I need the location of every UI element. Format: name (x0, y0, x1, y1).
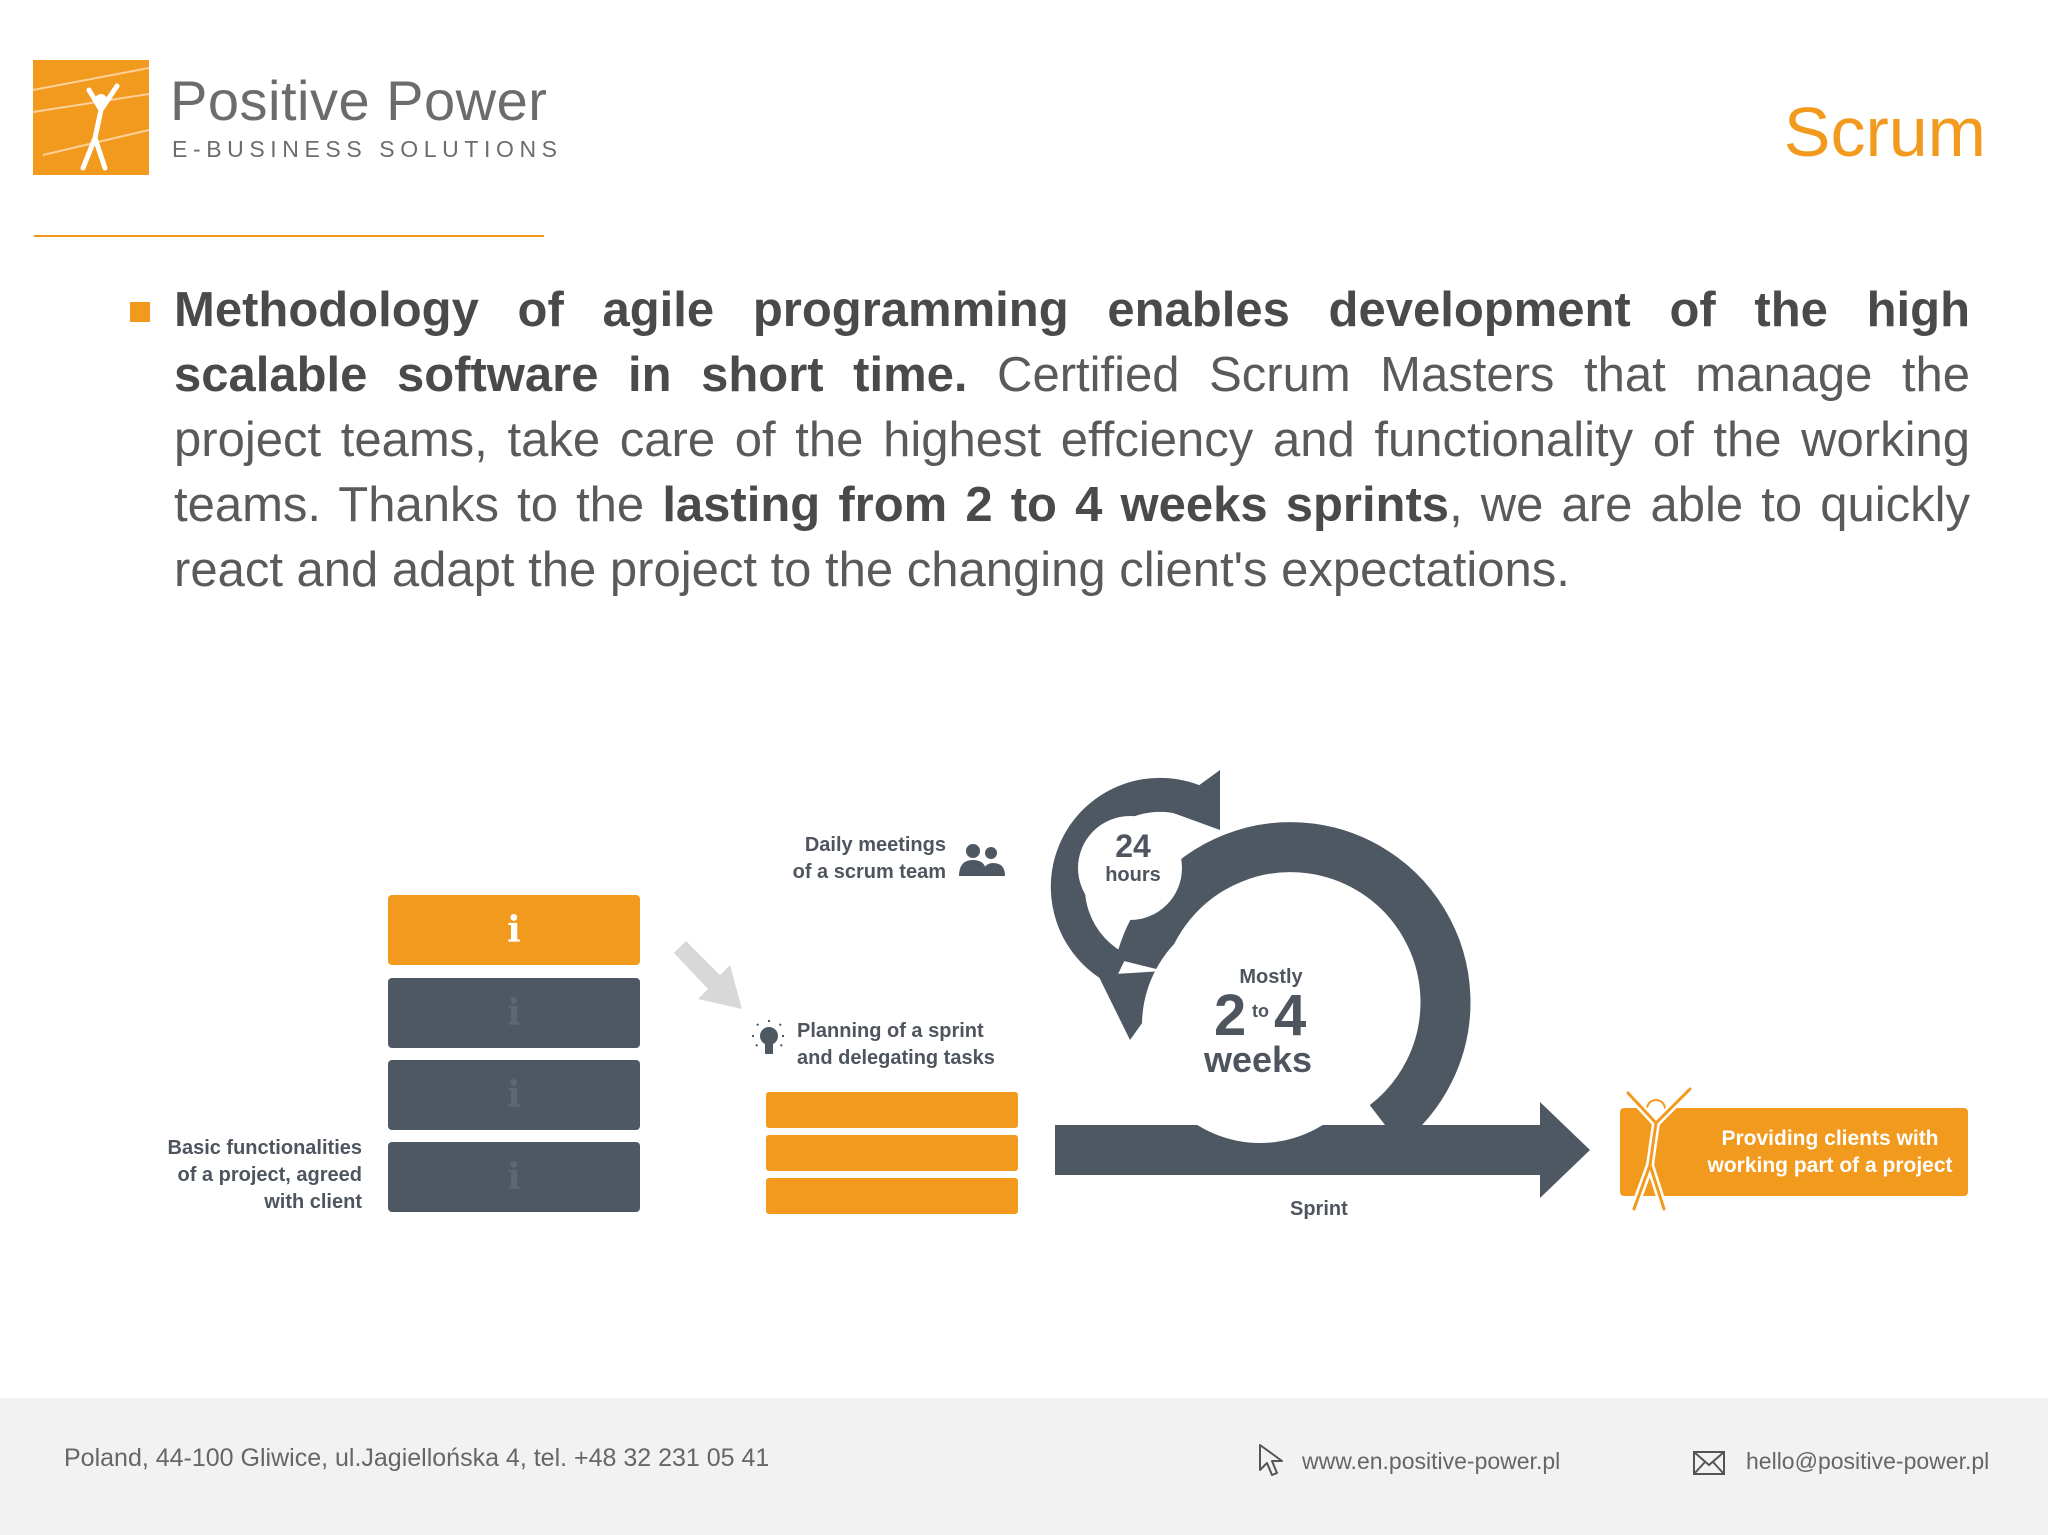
header-divider (34, 235, 544, 237)
planning-label: Planning of a sprint and delegating task… (797, 1018, 995, 1072)
info-icon: i (507, 992, 521, 1034)
bullet-marker (130, 302, 150, 322)
sprint-task-bar (766, 1135, 1018, 1171)
body-text-tail: , we are able to quickly react and adapt… (174, 478, 1971, 597)
body-paragraph: Methodology of agile programming enables… (174, 278, 1970, 603)
delivery-label: Providing clients with working part of a… (1700, 1125, 1960, 1179)
arrow-down-right-icon (674, 941, 742, 1009)
lightbulb-icon (752, 1020, 786, 1054)
sprint-cycle-graphic (1050, 770, 1590, 1198)
daily-label-line: of a scrum team (792, 861, 946, 883)
planning-label-line: Planning of a sprint (797, 1020, 984, 1042)
delivery-label-line: working part of a project (1707, 1154, 1953, 1177)
sprint-max-weeks: 4 (1274, 983, 1307, 1048)
backlog-label: Basic functionalities of a project, agre… (140, 1135, 363, 1216)
brand-tagline: E-BUSINESS SOLUTIONS (172, 136, 563, 162)
delivery-label-line: Providing clients with (1721, 1127, 1939, 1150)
sprint-to-word: to (1252, 1001, 1269, 1021)
footer-address: Poland, 44-100 Gliwice, ul.Jagiellońska … (64, 1444, 770, 1472)
backlog-label-line: Basic functionalities (167, 1137, 363, 1159)
info-icon: i (507, 1156, 521, 1198)
backlog-item: i (388, 1060, 640, 1130)
delivery-box (1620, 1108, 1968, 1196)
brand-name: Positive Power (170, 69, 548, 132)
sprint-task-bar (766, 1092, 1018, 1128)
info-icon: i (507, 1074, 521, 1116)
info-icon: i (507, 909, 521, 951)
backlog-label-line: with client (264, 1191, 362, 1213)
body-text-run: Certified Scrum Masters that manage the … (174, 348, 1970, 532)
sprint-mostly-label: Mostly (1239, 966, 1303, 988)
cursor-icon (1259, 1444, 1283, 1476)
slide-title: Scrum (1783, 93, 1986, 171)
person-figure-icon (1624, 1085, 1694, 1213)
footer-email-link[interactable]: hello@positive-power.pl (1746, 1448, 1990, 1474)
daily-cycle-number: 24 (1115, 828, 1151, 864)
backlog-item: i (388, 978, 640, 1048)
planning-label-line: and delegating tasks (797, 1047, 995, 1069)
body-bold-sprints: lasting from 2 to 4 weeks sprints (662, 478, 1450, 532)
backlog-item-highlighted: i (388, 895, 640, 965)
sprint-task-bar (766, 1178, 1018, 1214)
sprint-label: Sprint (1290, 1198, 1348, 1220)
daily-label-line: Daily meetings (804, 834, 946, 856)
backlog-label-line: of a project, agreed (177, 1164, 363, 1186)
daily-cycle-unit: hours (1105, 864, 1161, 886)
sprint-weeks-unit: weeks (1203, 1039, 1313, 1080)
footer-bar (0, 1398, 2048, 1535)
people-icon (959, 844, 1005, 876)
daily-meetings-label: Daily meetings of a scrum team (770, 832, 946, 886)
sprint-min-weeks: 2 (1214, 983, 1247, 1048)
envelope-icon (1693, 1451, 1725, 1475)
body-bold-lead: Methodology of agile programming enables… (174, 283, 1970, 402)
footer-website-link[interactable]: www.en.positive-power.pl (1302, 1448, 1561, 1474)
company-logo (32, 60, 150, 175)
backlog-item: i (388, 1142, 640, 1212)
